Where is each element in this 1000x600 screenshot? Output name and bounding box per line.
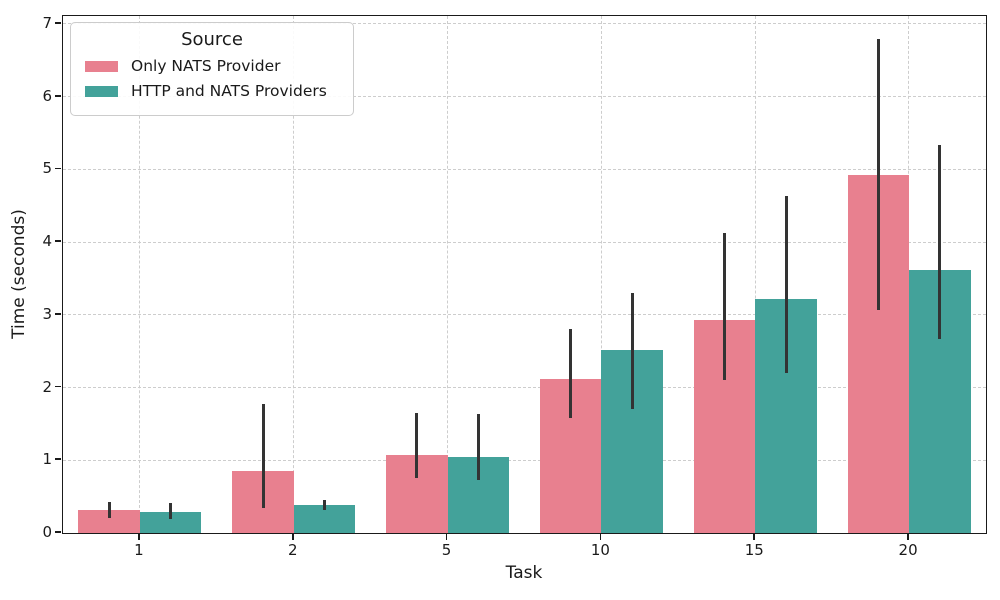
error-bar-http-nats-task-10: [630, 293, 634, 410]
y-tick-label-1: 1: [42, 450, 52, 469]
y-tick-label-2: 2: [42, 377, 52, 396]
gridline-x-2: [293, 16, 295, 533]
x-tick-label-20: 20: [898, 541, 918, 559]
gridline-y-7: [63, 23, 986, 25]
gridline-y-5: [63, 168, 986, 170]
legend-title: Source: [181, 29, 243, 50]
gridline-y-4: [63, 241, 986, 243]
error-bar-nats-task-10: [569, 328, 573, 419]
gridline-x-5: [446, 16, 448, 533]
legend-swatch-http-nats: [85, 85, 118, 97]
error-bar-nats-task-2: [261, 403, 265, 509]
legend: Source Only NATS Provider HTTP and NATS P…: [70, 22, 354, 116]
gridline-x-1: [139, 16, 141, 533]
gridline-y-6: [63, 96, 986, 98]
y-tick-label-5: 5: [42, 159, 52, 178]
bar-nats-task-1: [78, 510, 140, 533]
error-bar-nats-task-5: [415, 413, 419, 479]
y-tick-mark-5: [55, 167, 61, 170]
legend-label-nats: Only NATS Provider: [131, 57, 281, 75]
x-tick-mark-10: [599, 533, 602, 540]
plot-area: Source Only NATS Provider HTTP and NATS P…: [62, 15, 987, 534]
error-bar-http-nats-task-5: [476, 413, 480, 480]
error-bar-nats-task-1: [107, 501, 111, 518]
x-tick-mark-20: [907, 533, 909, 540]
x-axis-label: Task: [505, 563, 543, 583]
gridline-y-1: [63, 459, 986, 461]
x-tick-label-2: 2: [287, 541, 298, 559]
x-tick-mark-15: [753, 533, 756, 540]
legend-swatch-nats: [85, 60, 118, 72]
error-bar-nats-task-20: [876, 38, 880, 310]
x-tick-mark-5: [445, 533, 448, 540]
gridline-x-10: [600, 16, 602, 533]
legend-items: Only NATS Provider HTTP and NATS Provider…: [81, 57, 343, 100]
y-tick-mark-3: [55, 313, 61, 315]
bar-http-nats-task-1: [139, 511, 202, 533]
y-tick-mark-7: [55, 22, 61, 24]
error-bar-http-nats-task-2: [323, 499, 326, 511]
y-tick-mark-1: [55, 458, 61, 461]
y-tick-label-3: 3: [42, 304, 52, 323]
y-tick-mark-4: [55, 240, 61, 242]
x-tick-label-5: 5: [441, 541, 452, 559]
x-tick-label-10: 10: [590, 541, 610, 559]
y-tick-mark-2: [55, 385, 61, 388]
error-bar-http-nats-task-1: [169, 503, 173, 520]
error-bar-http-nats-task-15: [784, 195, 788, 374]
x-tick-mark-1: [138, 533, 140, 540]
gridline-y-3: [63, 314, 986, 316]
y-tick-label-4: 4: [42, 232, 52, 251]
y-tick-mark-0: [55, 531, 61, 533]
y-tick-label-7: 7: [42, 13, 52, 32]
gridline-y-2: [63, 386, 986, 388]
error-bar-http-nats-task-20: [938, 145, 942, 339]
y-tick-label-6: 6: [42, 86, 52, 105]
x-tick-mark-2: [291, 533, 294, 540]
legend-item-http-nats: HTTP and NATS Providers: [85, 82, 343, 100]
legend-label-http-nats: HTTP and NATS Providers: [131, 82, 327, 100]
gridline-x-15: [754, 16, 756, 533]
error-bar-nats-task-15: [723, 233, 726, 381]
y-tick-mark-6: [55, 94, 61, 97]
y-tick-label-0: 0: [42, 523, 52, 541]
x-tick-label-1: 1: [134, 541, 144, 559]
x-tick-label-15: 15: [744, 541, 764, 559]
legend-item-nats: Only NATS Provider: [85, 57, 343, 75]
